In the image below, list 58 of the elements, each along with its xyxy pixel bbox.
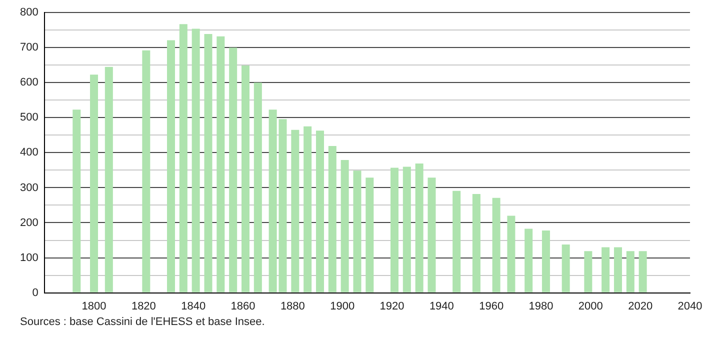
bar	[316, 130, 324, 292]
bar	[542, 230, 550, 292]
y-tick-label: 600	[20, 76, 38, 89]
bar	[179, 24, 188, 292]
bar	[229, 48, 238, 292]
bar	[626, 251, 634, 292]
bar	[492, 198, 500, 292]
x-tick-label: 1980	[528, 300, 554, 312]
y-tick-label: 0	[32, 286, 38, 299]
x-tick-label: 1960	[479, 300, 504, 312]
x-tick-label: 1820	[131, 300, 156, 312]
y-tick-label: 500	[20, 112, 38, 124]
bar	[216, 36, 225, 292]
x-tick-label: 2000	[578, 300, 603, 312]
bar	[507, 216, 516, 292]
bar	[291, 130, 300, 292]
x-tick-label: 1920	[380, 300, 404, 312]
bar	[415, 164, 424, 292]
y-tick-label: 100	[20, 252, 38, 264]
bar	[602, 247, 610, 292]
bar	[390, 168, 398, 292]
bar	[402, 166, 411, 292]
y-tick-label: 200	[20, 216, 38, 229]
bar	[192, 28, 200, 292]
y-tick-label: 700	[20, 42, 38, 54]
bar	[428, 178, 436, 292]
y-tick-label: 300	[20, 182, 38, 194]
bar	[204, 34, 212, 292]
bar	[524, 228, 533, 292]
source-note: Sources : base Cassini de l'EHESS et base Insee.	[20, 316, 266, 328]
bar	[584, 251, 592, 292]
bar	[241, 65, 250, 292]
x-tick-label: 2020	[628, 300, 653, 312]
bar	[472, 194, 480, 292]
x-tick-label: 1940	[429, 300, 454, 312]
x-tick-label: 1900	[330, 300, 355, 312]
bar	[167, 40, 175, 292]
y-tick-label: 400	[20, 146, 38, 159]
x-tick-label: 1800	[82, 300, 106, 312]
bar	[614, 247, 622, 292]
bar	[254, 82, 262, 292]
bar	[366, 178, 374, 292]
bar	[562, 244, 570, 292]
x-tick-label: 1880	[280, 300, 305, 312]
y-tick-label: 800	[20, 6, 38, 19]
bar	[452, 190, 461, 292]
x-tick-label: 1860	[230, 300, 256, 312]
bar	[353, 170, 362, 292]
bar	[638, 251, 647, 292]
bar	[90, 74, 98, 292]
x-tick-label: 1840	[181, 300, 206, 312]
bar	[304, 126, 312, 292]
bar	[340, 160, 349, 292]
bar	[142, 50, 150, 292]
bar	[104, 66, 113, 292]
x-tick-label: 2040	[678, 300, 702, 312]
bar	[72, 110, 81, 292]
bar	[328, 146, 336, 292]
